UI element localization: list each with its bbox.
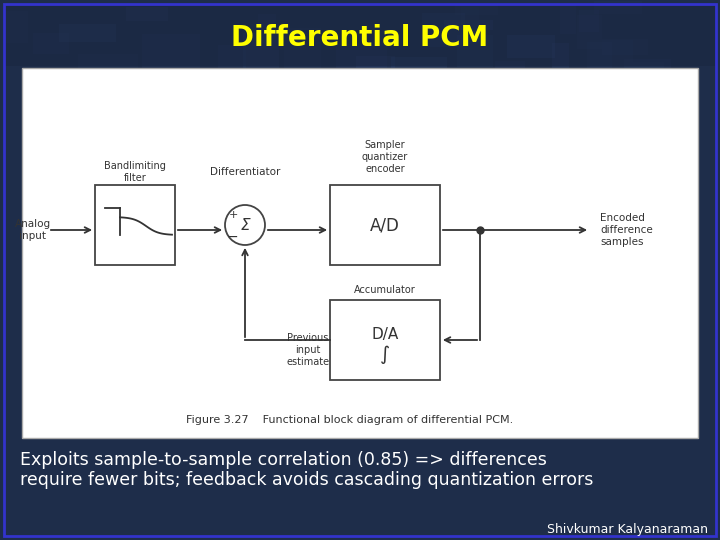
Bar bbox=[78, 54, 138, 94]
Bar bbox=[258, 14, 276, 44]
Bar bbox=[457, 35, 493, 67]
Text: Previous
input
estimate: Previous input estimate bbox=[287, 333, 330, 367]
Bar bbox=[577, 15, 602, 49]
Bar bbox=[603, 39, 649, 55]
Bar bbox=[126, 7, 168, 21]
Bar bbox=[590, 39, 633, 87]
Text: Figure 3.27    Functional block diagram of differential PCM.: Figure 3.27 Functional block diagram of … bbox=[186, 415, 513, 425]
Text: Shivkumar Kalyanaraman: Shivkumar Kalyanaraman bbox=[547, 523, 708, 537]
Text: Analog
input: Analog input bbox=[15, 219, 51, 241]
Bar bbox=[461, 7, 479, 44]
Bar bbox=[6, 11, 27, 43]
Bar bbox=[495, 62, 525, 91]
Bar bbox=[455, 3, 498, 15]
Bar bbox=[633, 63, 664, 90]
Bar bbox=[507, 35, 554, 58]
Bar bbox=[218, 45, 246, 87]
Bar bbox=[391, 57, 446, 97]
Bar bbox=[560, 4, 577, 34]
Bar bbox=[142, 33, 199, 78]
Text: require fewer bits; feedback avoids cascading quantization errors: require fewer bits; feedback avoids casc… bbox=[20, 471, 593, 489]
Bar bbox=[284, 28, 321, 77]
Bar bbox=[4, 4, 716, 66]
Text: Encoded
difference
samples: Encoded difference samples bbox=[600, 213, 653, 247]
Bar bbox=[422, 13, 464, 48]
Text: D/A: D/A bbox=[372, 327, 399, 342]
Bar bbox=[330, 185, 440, 265]
Text: ∫: ∫ bbox=[380, 345, 390, 363]
Bar bbox=[624, 59, 671, 68]
Bar bbox=[336, 44, 387, 87]
Bar bbox=[594, 1, 642, 14]
Bar bbox=[330, 300, 440, 380]
Circle shape bbox=[225, 205, 265, 245]
Bar bbox=[580, 10, 599, 32]
Text: −: − bbox=[226, 230, 238, 244]
Text: Differentiator: Differentiator bbox=[210, 167, 280, 177]
Text: +: + bbox=[228, 210, 238, 220]
Text: Exploits sample-to-sample correlation (0.85) => differences: Exploits sample-to-sample correlation (0… bbox=[20, 451, 547, 469]
Text: Sampler
quantizer
encoder: Sampler quantizer encoder bbox=[362, 140, 408, 173]
Bar bbox=[243, 33, 279, 80]
Bar bbox=[552, 43, 570, 91]
Bar bbox=[33, 32, 69, 53]
Text: A/D: A/D bbox=[370, 216, 400, 234]
Text: Bandlimiting
filter: Bandlimiting filter bbox=[104, 161, 166, 183]
Bar bbox=[444, 21, 493, 30]
Bar bbox=[356, 56, 395, 68]
Bar bbox=[588, 42, 612, 85]
Text: Σ: Σ bbox=[240, 218, 250, 233]
Bar bbox=[59, 24, 116, 42]
Bar bbox=[22, 68, 698, 438]
Bar bbox=[95, 185, 175, 265]
Text: Accumulator: Accumulator bbox=[354, 285, 416, 295]
Text: Differential PCM: Differential PCM bbox=[231, 24, 489, 52]
